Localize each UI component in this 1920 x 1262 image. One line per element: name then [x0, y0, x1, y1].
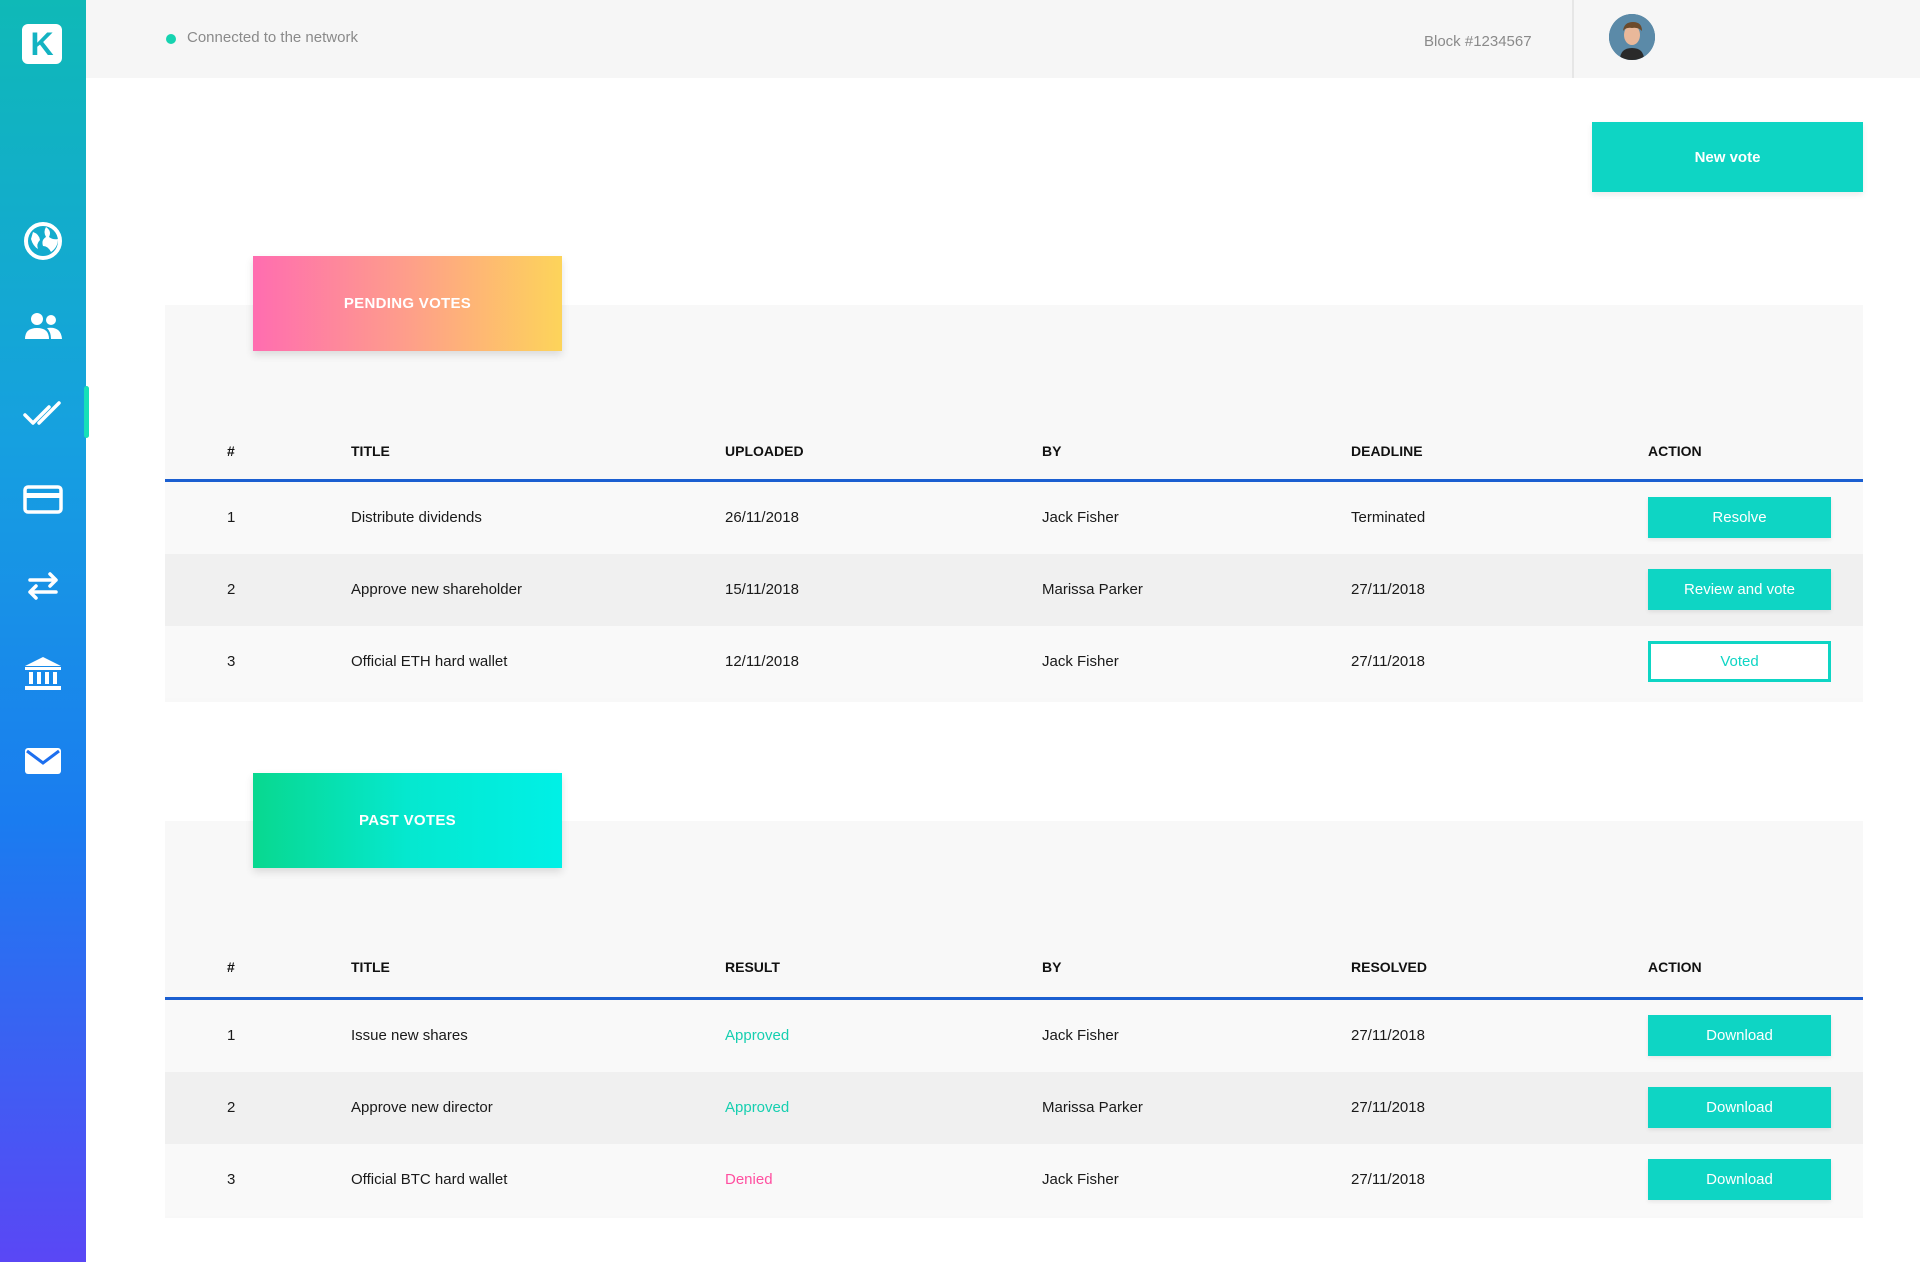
row-resolved: 27/11/2018	[1351, 1171, 1425, 1188]
row-title: Approve new shareholder	[351, 581, 522, 598]
row-by: Marissa Parker	[1042, 1099, 1143, 1116]
table-row: 1 Distribute dividends 26/11/2018 Jack F…	[165, 482, 1863, 554]
row-uploaded: 26/11/2018	[725, 509, 799, 526]
row-number: 3	[227, 653, 236, 670]
pending-header-action: ACTION	[1648, 443, 1702, 459]
voted-button[interactable]: Voted	[1648, 641, 1831, 682]
row-by: Jack Fisher	[1042, 1027, 1119, 1044]
double-check-icon	[23, 401, 61, 425]
sidebar-item-bank[interactable]	[0, 645, 86, 701]
pending-header-rule	[165, 479, 1863, 482]
sidebar-item-transfers[interactable]	[0, 558, 86, 614]
row-title: Official BTC hard wallet	[351, 1171, 508, 1188]
past-header-num: #	[227, 959, 235, 975]
sidebar-item-messages[interactable]	[0, 732, 86, 788]
row-title: Distribute dividends	[351, 509, 482, 526]
past-header-by: BY	[1042, 959, 1062, 975]
user-avatar-icon	[1609, 14, 1655, 60]
past-votes-panel: # TITLE RESULT BY RESOLVED ACTION 1 Issu…	[165, 821, 1863, 1218]
block-number: Block #1234567	[1424, 33, 1532, 50]
pending-header-title: TITLE	[351, 443, 390, 459]
row-number: 1	[227, 1027, 236, 1044]
sidebar-item-cards[interactable]	[0, 471, 86, 527]
pending-header-deadline: DEADLINE	[1351, 443, 1423, 459]
pending-votes-badge: PENDING VOTES	[253, 256, 562, 351]
active-nav-indicator	[84, 386, 89, 438]
row-number: 1	[227, 509, 236, 526]
row-title: Approve new director	[351, 1099, 493, 1116]
network-status-text: Connected to the network	[187, 29, 358, 46]
download-button[interactable]: Download	[1648, 1159, 1831, 1200]
row-by: Marissa Parker	[1042, 581, 1143, 598]
table-row: 2 Approve new shareholder 15/11/2018 Mar…	[165, 554, 1863, 626]
sidebar-item-users[interactable]	[0, 298, 86, 354]
transfer-arrows-icon	[28, 572, 58, 600]
download-button[interactable]: Download	[1648, 1087, 1831, 1128]
pending-votes-panel: # TITLE UPLOADED BY DEADLINE ACTION 1 Di…	[165, 305, 1863, 702]
network-status-dot	[166, 34, 176, 44]
past-header-action: ACTION	[1648, 959, 1702, 975]
row-title: Official ETH hard wallet	[351, 653, 508, 670]
top-bar: Connected to the network Block #1234567	[86, 0, 1920, 78]
topbar-divider	[1572, 0, 1574, 78]
sidebar: K	[0, 0, 89, 1262]
row-by: Jack Fisher	[1042, 509, 1119, 526]
mail-icon	[25, 748, 61, 774]
pending-header-uploaded: UPLOADED	[725, 443, 804, 459]
row-uploaded: 12/11/2018	[725, 653, 799, 670]
pending-header-num: #	[227, 443, 235, 459]
bank-icon	[25, 657, 61, 690]
row-result: Approved	[725, 1099, 790, 1116]
row-number: 2	[227, 1099, 236, 1116]
users-icon	[25, 313, 62, 339]
table-row: 2 Approve new director Approved Marissa …	[165, 1072, 1863, 1144]
past-votes-badge: PAST VOTES	[253, 773, 562, 868]
row-title: Issue new shares	[351, 1027, 468, 1044]
past-header-title: TITLE	[351, 959, 390, 975]
row-uploaded: 15/11/2018	[725, 581, 799, 598]
past-header-rule	[165, 997, 1863, 1000]
globe-icon	[24, 222, 62, 260]
past-header-resolved: RESOLVED	[1351, 959, 1427, 975]
table-row: 3 Official BTC hard wallet Denied Jack F…	[165, 1144, 1863, 1216]
credit-card-icon	[23, 485, 63, 514]
row-result: Denied	[725, 1171, 773, 1188]
row-number: 3	[227, 1171, 236, 1188]
table-row: 3 Official ETH hard wallet 12/11/2018 Ja…	[165, 626, 1863, 698]
download-button[interactable]: Download	[1648, 1015, 1831, 1056]
review-and-vote-button[interactable]: Review and vote	[1648, 569, 1831, 610]
pending-header-by: BY	[1042, 443, 1062, 459]
row-by: Jack Fisher	[1042, 653, 1119, 670]
past-header-result: RESULT	[725, 959, 780, 975]
row-deadline: 27/11/2018	[1351, 581, 1425, 598]
row-deadline: 27/11/2018	[1351, 653, 1425, 670]
new-vote-button[interactable]: New vote	[1592, 122, 1863, 192]
row-resolved: 27/11/2018	[1351, 1099, 1425, 1116]
avatar[interactable]	[1609, 14, 1655, 60]
row-deadline: Terminated	[1351, 509, 1426, 526]
sidebar-item-network[interactable]	[0, 213, 86, 269]
row-number: 2	[227, 581, 236, 598]
row-resolved: 27/11/2018	[1351, 1027, 1425, 1044]
app-logo[interactable]: K	[22, 24, 62, 64]
resolve-button[interactable]: Resolve	[1648, 497, 1831, 538]
sidebar-item-votes[interactable]	[0, 385, 86, 441]
row-by: Jack Fisher	[1042, 1171, 1119, 1188]
row-result: Approved	[725, 1027, 790, 1044]
table-row: 1 Issue new shares Approved Jack Fisher …	[165, 1000, 1863, 1072]
